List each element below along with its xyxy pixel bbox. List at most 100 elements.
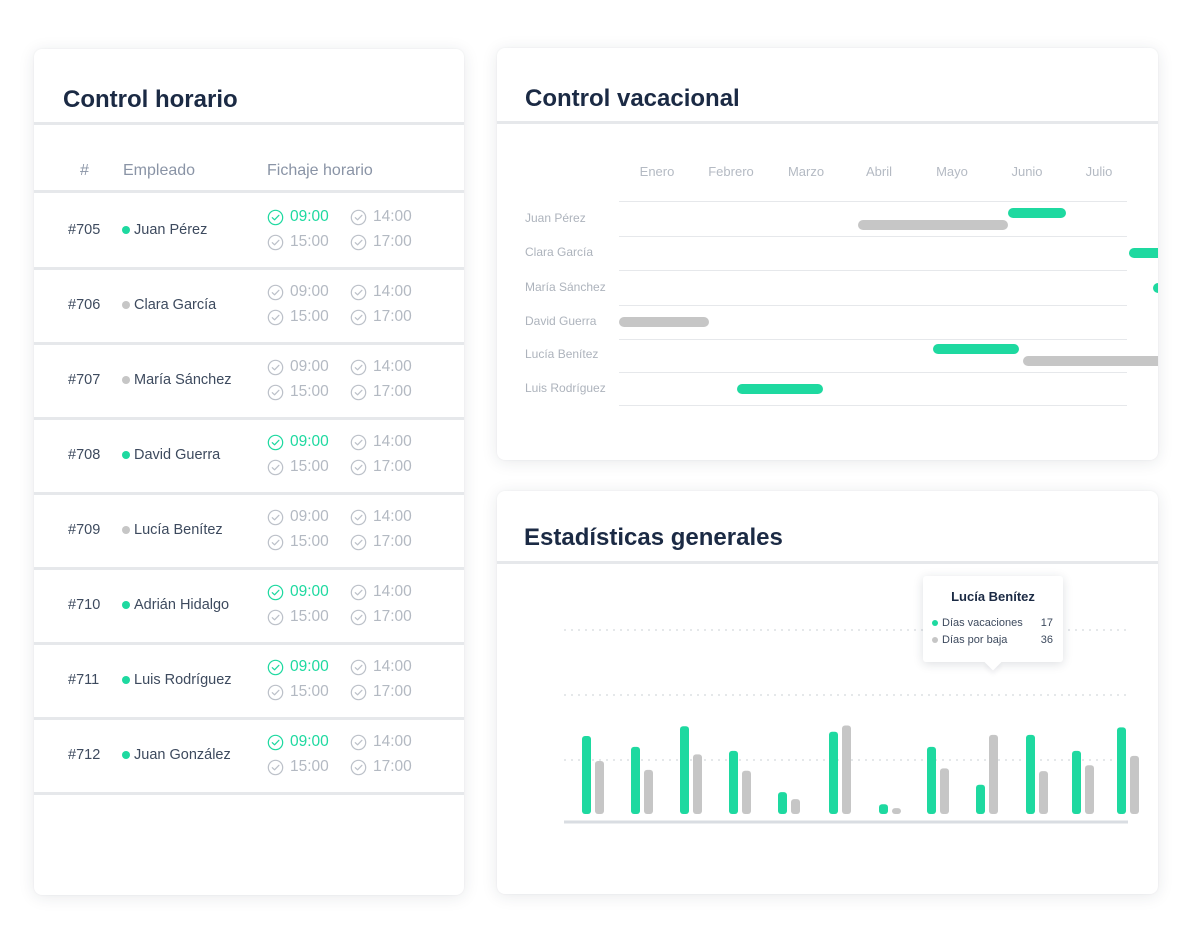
- bar-vacaciones[interactable]: [631, 746, 640, 814]
- check-circle-icon: [350, 209, 367, 225]
- bar-baja[interactable]: [989, 734, 998, 814]
- punch-time[interactable]: 17:00: [350, 233, 412, 251]
- bar-baja[interactable]: [1130, 755, 1139, 814]
- punch-time[interactable]: 09:00: [267, 733, 329, 751]
- punch-time-label: 09:00: [290, 733, 329, 750]
- table-row[interactable]: #709 Lucía Benítez 09:00 14:00 15:00 17:00: [34, 494, 464, 570]
- punch-time-label: 09:00: [290, 508, 329, 525]
- grid-line: [619, 305, 1127, 306]
- check-circle-icon: [267, 759, 284, 775]
- punch-time[interactable]: 15:00: [267, 683, 329, 701]
- bar-vacaciones[interactable]: [778, 792, 787, 814]
- punch-time[interactable]: 17:00: [350, 533, 412, 551]
- bar-vacaciones[interactable]: [879, 804, 888, 814]
- month-label: Abril: [865, 164, 893, 179]
- vacation-bar[interactable]: [1129, 248, 1158, 258]
- punch-time[interactable]: 15:00: [267, 383, 329, 401]
- month-label: Junio: [1011, 164, 1043, 179]
- absence-bar[interactable]: [1023, 356, 1158, 366]
- bar-baja[interactable]: [1085, 765, 1094, 814]
- bar-baja[interactable]: [693, 754, 702, 814]
- punch-time[interactable]: 15:00: [267, 308, 329, 326]
- bar-baja[interactable]: [742, 770, 751, 814]
- punch-time[interactable]: 09:00: [267, 433, 329, 451]
- tooltip-value: 17: [1040, 617, 1053, 629]
- punch-time[interactable]: 14:00: [350, 583, 412, 601]
- bar-vacaciones[interactable]: [1117, 727, 1126, 814]
- punch-time[interactable]: 17:00: [350, 308, 412, 326]
- employee-label: María Sánchez: [525, 280, 606, 294]
- vacation-bar[interactable]: [736, 384, 824, 394]
- bar-baja[interactable]: [842, 725, 851, 814]
- table-row[interactable]: #707 María Sánchez 09:00 14:00 15:00 17:00: [34, 344, 464, 420]
- employee-name: Juan González: [122, 747, 231, 763]
- tooltip-title: Lucía Benítez: [951, 589, 1035, 604]
- check-circle-icon: [267, 734, 284, 750]
- table-row[interactable]: #708 David Guerra 09:00 14:00 15:00 17:00: [34, 419, 464, 495]
- punch-time[interactable]: 09:00: [267, 358, 329, 376]
- bar-baja[interactable]: [1039, 771, 1048, 814]
- bar-vacaciones[interactable]: [927, 746, 936, 814]
- punch-time[interactable]: 14:00: [350, 433, 412, 451]
- vacation-bar[interactable]: [1007, 208, 1067, 218]
- punch-time[interactable]: 15:00: [267, 233, 329, 251]
- bar-vacaciones[interactable]: [582, 736, 591, 814]
- punch-time[interactable]: 14:00: [350, 508, 412, 526]
- punch-time[interactable]: 09:00: [267, 283, 329, 301]
- employee-id: #712: [68, 747, 101, 763]
- check-circle-icon: [267, 234, 284, 250]
- punch-time[interactable]: 14:00: [350, 358, 412, 376]
- bar-vacaciones[interactable]: [680, 726, 689, 814]
- table-row[interactable]: #712 Juan González 09:00 14:00 15:00 17:00: [34, 719, 464, 795]
- bar-vacaciones[interactable]: [729, 750, 738, 814]
- absence-bar[interactable]: [858, 220, 1008, 230]
- bar-vacaciones[interactable]: [1026, 734, 1035, 814]
- table-row[interactable]: #706 Clara García 09:00 14:00 15:00 17:00: [34, 269, 464, 345]
- check-circle-icon: [350, 459, 367, 475]
- vacation-bar[interactable]: [933, 344, 1020, 354]
- table-row[interactable]: #711 Luis Rodríguez 09:00 14:00 15:00 17:00: [34, 644, 464, 720]
- punch-time[interactable]: 15:00: [267, 608, 329, 626]
- punch-time[interactable]: 17:00: [350, 383, 412, 401]
- punch-time[interactable]: 09:00: [267, 208, 329, 226]
- punch-time[interactable]: 17:00: [350, 758, 412, 776]
- estadisticas-card: Estadísticas generales Lucía Benítez Día…: [497, 491, 1158, 894]
- estadisticas-title: Estadísticas generales: [524, 524, 783, 551]
- bar-vacaciones[interactable]: [829, 731, 838, 814]
- bar-vacaciones[interactable]: [976, 784, 985, 814]
- check-circle-icon: [350, 434, 367, 450]
- punch-time[interactable]: 14:00: [350, 658, 412, 676]
- table-row[interactable]: #705 Juan Pérez 09:00 14:00 15:00 17:00: [34, 194, 464, 270]
- punch-time[interactable]: 14:00: [350, 208, 412, 226]
- bar-baja[interactable]: [940, 768, 949, 814]
- status-dot: [122, 451, 130, 459]
- bar-vacaciones[interactable]: [1072, 750, 1081, 814]
- employee-name-label: María Sánchez: [134, 372, 232, 388]
- legend-dot-inactive: [932, 637, 938, 643]
- punch-time[interactable]: 17:00: [350, 683, 412, 701]
- punch-time[interactable]: 14:00: [350, 283, 412, 301]
- punch-time[interactable]: 15:00: [267, 533, 329, 551]
- employee-name: Adrián Hidalgo: [122, 597, 229, 613]
- check-circle-icon: [267, 384, 284, 400]
- vacation-bar[interactable]: [1152, 283, 1158, 293]
- punch-time[interactable]: 15:00: [267, 758, 329, 776]
- punch-time[interactable]: 09:00: [267, 583, 329, 601]
- punch-time[interactable]: 17:00: [350, 608, 412, 626]
- title-divider: [497, 561, 1158, 564]
- punch-time[interactable]: 14:00: [350, 733, 412, 751]
- tooltip-label: Días vacaciones: [942, 617, 1023, 629]
- punch-time[interactable]: 09:00: [267, 658, 329, 676]
- punch-time-label: 17:00: [373, 308, 412, 325]
- punch-time[interactable]: 17:00: [350, 458, 412, 476]
- absence-bar[interactable]: [619, 317, 710, 327]
- bar-baja[interactable]: [892, 808, 901, 814]
- punch-time[interactable]: 15:00: [267, 458, 329, 476]
- bar-baja[interactable]: [791, 799, 800, 814]
- bar-baja[interactable]: [595, 760, 604, 814]
- bar-baja[interactable]: [644, 769, 653, 814]
- table-row[interactable]: #710 Adrián Hidalgo 09:00 14:00 15:00 17:00: [34, 569, 464, 645]
- punch-time[interactable]: 09:00: [267, 508, 329, 526]
- check-circle-icon: [267, 534, 284, 550]
- row-divider: [34, 417, 464, 420]
